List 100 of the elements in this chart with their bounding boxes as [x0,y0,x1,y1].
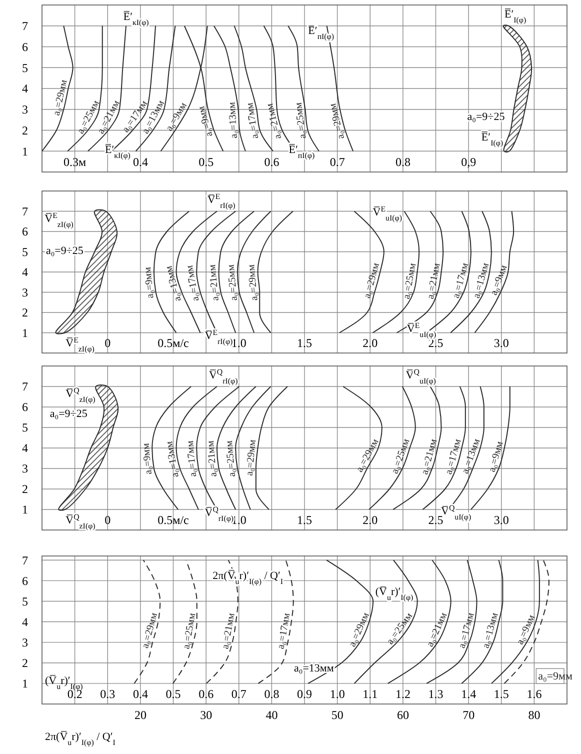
x2-tick-label: 40 [266,708,278,722]
y-tick-label: 7 [22,204,28,218]
y-tick-label: 4 [22,614,28,629]
y-tick-label: 5 [22,244,28,259]
x-tick-label: 0 [104,336,111,350]
line-series [426,560,478,684]
annotation: E̅′$_{кI(φ)}$ [123,10,150,27]
x2-tick-label: 80 [528,708,540,722]
line-series [236,210,272,334]
x-tick-label: 1.5 [297,336,312,350]
text: a₀=9мм [514,612,538,646]
x-tick-label: 0.6 [264,155,280,169]
text: a₀=9мм [196,104,216,138]
text: a₀=29мм [362,261,382,300]
annotation: a₀=9÷25 [46,245,84,258]
text: a₀=13мм [163,264,184,302]
text: a₀=13мм [226,101,240,139]
line-series [257,210,294,334]
x-tick-label: 0.3м [64,155,87,169]
x-tick-label: 0.7 [231,687,246,701]
x-tick-label: 0.3 [100,687,116,701]
x-tick-label: 0.4 [132,155,148,169]
x2-tick-label: 30 [200,708,212,722]
text: a₀=21мм [420,437,440,476]
y-tick-label: 2 [22,123,28,138]
text: a₀=21мм [264,102,284,140]
x-tick-label: 1.6 [526,687,542,701]
x-tick-label: 0.9 [297,687,312,701]
line-series [392,386,442,510]
text: a₀=17мм [276,612,293,650]
x-tick-label: 0.5 [198,155,214,169]
y-tick-label: 5 [22,594,28,608]
x-tick-label: 1.2 [395,687,410,701]
text: a₀=9мм [486,440,506,474]
x2-tick-label: 20 [134,708,146,722]
text: a₀=29мм [140,611,160,650]
text: a₀=21мм [425,262,443,300]
x-tick-label: 0,9 [461,155,476,169]
x-tick-label: 1.1 [362,687,378,701]
x-tick-label: 1.5 [494,687,509,701]
line-series [288,25,320,152]
y-tick-label: 4 [22,441,28,456]
y-tick-label: 6 [22,224,28,239]
text: a₀=29мм [327,102,347,140]
x-tick-label: 3.0 [494,513,509,527]
text: a₀=17мм [184,440,200,478]
y-tick-label: 6 [22,40,28,54]
x-tick-label: 0.5м/с [158,513,189,527]
x-tick-label: 1.5 [297,513,312,527]
text: a₀=29мм [246,263,260,302]
y-tick-label: 4 [22,265,28,280]
x-tick-label: 2.0 [362,513,378,527]
x-tick-label: 0.6 [198,687,214,701]
y-tick-label: 3 [22,462,28,476]
line-series [255,386,288,510]
text: a₀=9мм [142,266,156,299]
text: a₀=17мм [450,261,472,300]
y-tick-label: 3 [22,636,28,650]
line-series [387,560,452,684]
text: a₀=17мм [184,264,202,302]
x-tick-label: 1.4 [461,687,476,701]
line-series [235,386,272,510]
text: a₀=17мм [244,101,262,140]
annotation: 2π(V̅$_{u}$r)′$_{I(φ)}$ / Q′$_{I}$ [212,570,284,586]
annotation: a₀=9÷25 [467,111,506,124]
annotation: E̅′$_{I(φ)}$ [481,130,504,147]
line-series [474,210,514,334]
x-tick-label: 1.3 [428,687,444,701]
y-tick-label: 7 [22,19,28,34]
x-tick-label: 0.5м/с [158,336,189,350]
annotation: E̅′$_{кI(φ)}$ [105,143,131,160]
x2-tick-label: 60 [396,708,409,722]
y-tick-label: 1 [22,144,28,158]
text: a₀=29мм [244,438,259,476]
y-tick-label: 7 [22,380,28,394]
y-tick-label: 6 [22,400,28,414]
y-tick-label: 3 [22,102,28,117]
annotation: E̅′$_{пI(φ)}$ [288,143,315,160]
x2-tick-label: 70 [462,708,475,722]
text: a₀=25мм [293,101,309,140]
y-tick-label: 7 [22,553,28,568]
text: a₀=25мм [390,436,412,476]
x-tick-label: 2.5 [428,513,444,527]
line-series [450,210,492,334]
y-tick-label: 4 [22,82,28,96]
x-tick-label: 0.4 [132,687,148,701]
x-tick-label: 0.5 [166,687,181,701]
text: a₀=21мм [205,440,220,478]
y-tick-label: 5 [22,420,28,435]
text: a₀=25мм [226,263,240,302]
annotation: a₀=13мм [294,662,334,674]
text: a₀=21мм [220,612,238,650]
x-tick-label: 3.0 [494,336,509,350]
line-series [213,25,246,152]
text: a₀=13мм [164,440,182,478]
text: a₀=25мм [401,262,419,300]
y-tick-label: 3 [22,285,28,300]
text: a₀=17мм [456,611,477,650]
text: a₀=9мм [140,442,154,475]
text: a₀=21мм [207,263,222,302]
